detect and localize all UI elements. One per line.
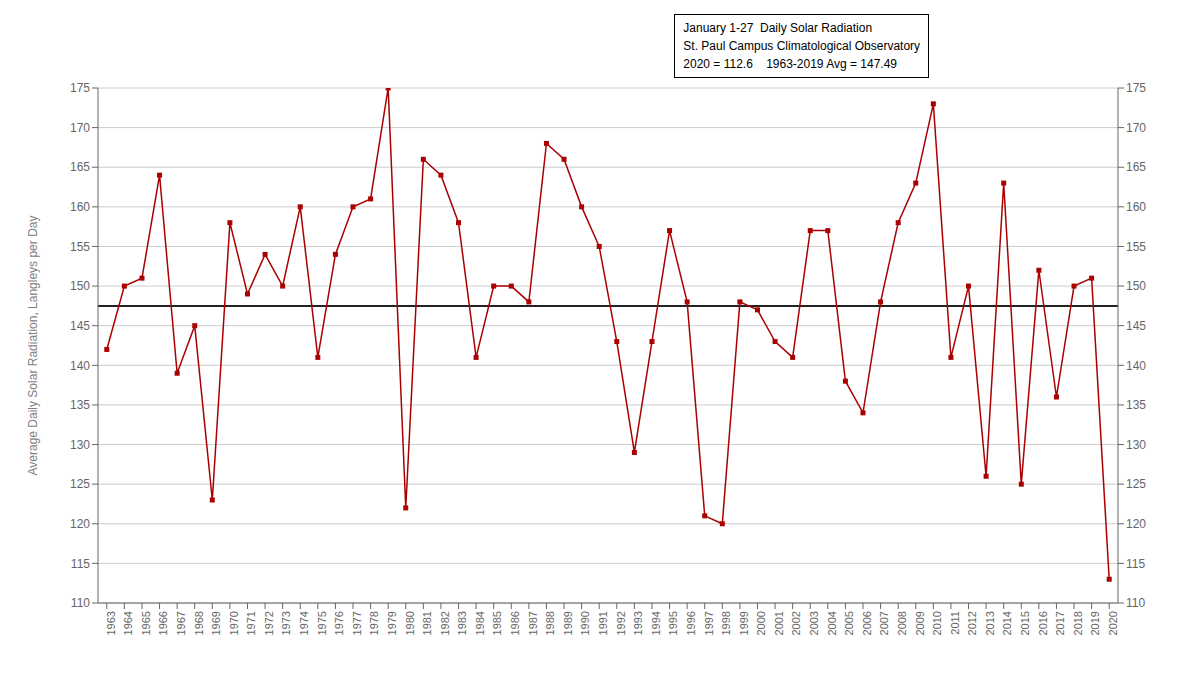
svg-text:1982: 1982 xyxy=(439,611,451,635)
svg-text:150: 150 xyxy=(70,279,90,293)
svg-text:2010: 2010 xyxy=(931,611,943,635)
svg-text:120: 120 xyxy=(70,517,90,531)
svg-text:125: 125 xyxy=(1126,477,1146,491)
svg-text:1969: 1969 xyxy=(210,611,222,635)
svg-text:145: 145 xyxy=(70,319,90,333)
svg-text:165: 165 xyxy=(1126,160,1146,174)
svg-text:2013: 2013 xyxy=(984,611,996,635)
svg-text:1992: 1992 xyxy=(615,611,627,635)
svg-text:1965: 1965 xyxy=(140,611,152,635)
svg-text:1972: 1972 xyxy=(263,611,275,635)
svg-text:2006: 2006 xyxy=(861,611,873,635)
svg-text:1989: 1989 xyxy=(562,611,574,635)
svg-text:2002: 2002 xyxy=(790,611,802,635)
svg-text:2020: 2020 xyxy=(1107,611,1119,635)
svg-text:1987: 1987 xyxy=(527,611,539,635)
svg-text:140: 140 xyxy=(1126,359,1146,373)
svg-text:1991: 1991 xyxy=(597,611,609,635)
svg-text:Average Daily Solar Radiation,: Average Daily Solar Radiation, Langleys … xyxy=(26,216,40,476)
svg-text:1984: 1984 xyxy=(474,611,486,635)
svg-text:175: 175 xyxy=(70,81,90,95)
svg-text:2011: 2011 xyxy=(949,611,961,635)
svg-text:110: 110 xyxy=(1126,596,1145,610)
svg-text:115: 115 xyxy=(1126,557,1145,571)
svg-text:155: 155 xyxy=(1126,240,1146,254)
svg-text:1999: 1999 xyxy=(738,611,750,635)
svg-text:2014: 2014 xyxy=(1001,611,1013,635)
svg-text:175: 175 xyxy=(1126,81,1146,95)
html-text:January 1-27 Daily Solar Radia: January 1-27 Daily Solar Radiation xyxy=(683,21,873,35)
svg-text:1979: 1979 xyxy=(386,611,398,635)
svg-text:1994: 1994 xyxy=(650,611,662,635)
svg-text:145: 145 xyxy=(1126,319,1146,333)
svg-text:115: 115 xyxy=(71,557,90,571)
svg-text:1986: 1986 xyxy=(509,611,521,635)
svg-text:155: 155 xyxy=(70,240,90,254)
svg-text:1963: 1963 xyxy=(105,611,117,635)
svg-text:130: 130 xyxy=(70,438,90,452)
html-text:2020 = 112.6 1963-2019 Avg = 1: 2020 = 112.6 1963-2019 Avg = 147.49 xyxy=(683,57,897,71)
svg-text:1978: 1978 xyxy=(368,611,380,635)
svg-text:1966: 1966 xyxy=(157,611,169,635)
svg-text:1971: 1971 xyxy=(245,611,257,635)
svg-text:2001: 2001 xyxy=(773,611,785,635)
svg-text:2000: 2000 xyxy=(755,611,767,635)
svg-text:1993: 1993 xyxy=(632,611,644,635)
svg-text:1975: 1975 xyxy=(316,611,328,635)
svg-text:2009: 2009 xyxy=(914,611,926,635)
svg-text:135: 135 xyxy=(70,398,90,412)
svg-text:1980: 1980 xyxy=(404,611,416,635)
svg-text:120: 120 xyxy=(1126,517,1146,531)
svg-text:1976: 1976 xyxy=(333,611,345,635)
svg-text:160: 160 xyxy=(70,200,90,214)
svg-text:2018: 2018 xyxy=(1072,611,1084,635)
svg-text:170: 170 xyxy=(1126,121,1146,135)
svg-text:165: 165 xyxy=(70,160,90,174)
svg-text:1985: 1985 xyxy=(491,611,503,635)
svg-text:1981: 1981 xyxy=(421,611,433,635)
svg-text:1990: 1990 xyxy=(579,611,591,635)
svg-text:1977: 1977 xyxy=(351,611,363,635)
svg-text:1983: 1983 xyxy=(456,611,468,635)
svg-text:130: 130 xyxy=(1126,438,1146,452)
svg-text:150: 150 xyxy=(1126,279,1146,293)
svg-text:1968: 1968 xyxy=(193,611,205,635)
svg-text:2016: 2016 xyxy=(1037,611,1049,635)
svg-text:2019: 2019 xyxy=(1089,611,1101,635)
svg-text:1973: 1973 xyxy=(280,611,292,635)
svg-text:125: 125 xyxy=(70,477,90,491)
svg-text:1995: 1995 xyxy=(667,611,679,635)
svg-text:1964: 1964 xyxy=(122,611,134,635)
svg-text:1998: 1998 xyxy=(720,611,732,635)
svg-text:170: 170 xyxy=(70,121,90,135)
svg-text:2004: 2004 xyxy=(826,611,838,635)
svg-text:2012: 2012 xyxy=(966,611,978,635)
svg-text:2005: 2005 xyxy=(843,611,855,635)
svg-text:2003: 2003 xyxy=(808,611,820,635)
html-text:St. Paul Campus Climatological: St. Paul Campus Climatological Observato… xyxy=(683,39,921,53)
svg-text:1974: 1974 xyxy=(298,611,310,635)
svg-text:2007: 2007 xyxy=(878,611,890,635)
svg-text:160: 160 xyxy=(1126,200,1146,214)
svg-text:2015: 2015 xyxy=(1019,611,1031,635)
svg-text:140: 140 xyxy=(70,359,90,373)
svg-text:1970: 1970 xyxy=(228,611,240,635)
svg-text:2008: 2008 xyxy=(896,611,908,635)
svg-text:135: 135 xyxy=(1126,398,1146,412)
svg-text:110: 110 xyxy=(71,596,90,610)
svg-text:1996: 1996 xyxy=(685,611,697,635)
svg-text:1997: 1997 xyxy=(703,611,715,635)
svg-text:2017: 2017 xyxy=(1054,611,1066,635)
svg-text:1967: 1967 xyxy=(175,611,187,635)
svg-text:1988: 1988 xyxy=(544,611,556,635)
